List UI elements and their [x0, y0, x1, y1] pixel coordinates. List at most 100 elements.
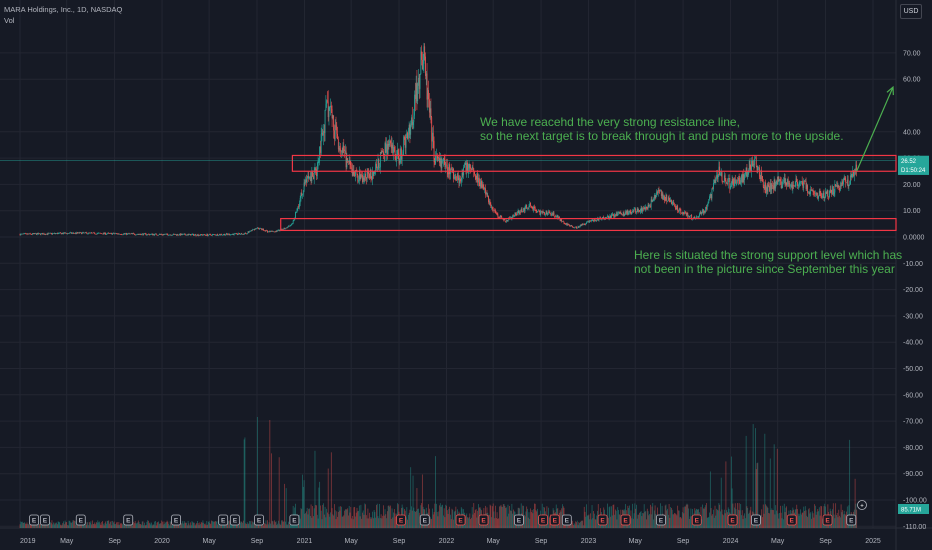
candle-body: [724, 175, 726, 181]
candle-body: [651, 199, 653, 202]
currency-button[interactable]: USD: [900, 4, 922, 19]
earnings-event-glyph: E: [541, 518, 546, 525]
candle-body: [372, 171, 373, 180]
earnings-event-icon[interactable]: [123, 514, 134, 526]
earnings-event-icon[interactable]: [786, 514, 797, 526]
candle-body: [613, 214, 615, 218]
candle-body: [515, 213, 517, 214]
volume-bar: [854, 478, 856, 528]
candle-body: [123, 233, 124, 235]
volume-bar: [176, 525, 178, 528]
earnings-event-icon[interactable]: [75, 514, 86, 526]
candle-body: [130, 233, 131, 235]
candle-body: [250, 230, 252, 232]
candle-body: [750, 169, 752, 172]
volume-bar: [121, 523, 123, 528]
earnings-event-icon[interactable]: [289, 514, 300, 526]
earnings-event-icon[interactable]: [620, 514, 631, 526]
volume-bar: [530, 512, 532, 528]
volume-bar: [280, 524, 282, 528]
candle-body: [97, 233, 99, 234]
candle-body: [83, 232, 85, 233]
candle-body: [803, 180, 805, 188]
candle-body: [856, 164, 858, 171]
volume-legend-label[interactable]: Vol: [4, 16, 15, 25]
candle-body: [104, 232, 106, 234]
volume-bar: [119, 523, 121, 528]
candle-body: [172, 233, 174, 235]
volume-bar: [667, 508, 668, 528]
candle-body: [214, 234, 215, 235]
candle-body: [474, 171, 475, 175]
earnings-event-icon[interactable]: [538, 514, 548, 526]
volume-bar: [474, 510, 476, 528]
candle-body: [327, 100, 328, 102]
symbol-title[interactable]: MARA Holdings, Inc., 1D, NASDAQ: [4, 5, 123, 14]
volume-label-box: [898, 504, 929, 514]
earnings-event-icon[interactable]: [396, 514, 406, 526]
volume-bar: [270, 453, 272, 528]
candle-body: [442, 160, 444, 162]
candle-body: [822, 192, 824, 197]
earnings-event-icon[interactable]: [656, 514, 666, 526]
earnings-event-icon[interactable]: [597, 514, 608, 526]
earnings-event-icon[interactable]: [727, 514, 738, 526]
earnings-event-icon[interactable]: [455, 514, 466, 526]
earnings-event-icon[interactable]: [218, 514, 229, 526]
candle-body: [35, 233, 36, 235]
earnings-event-icon[interactable]: [40, 514, 50, 526]
volume-bar: [665, 504, 667, 528]
earnings-event-icon[interactable]: [229, 514, 240, 526]
candle-body: [424, 46, 426, 57]
earnings-event-icon[interactable]: [846, 514, 857, 526]
candle-body: [408, 124, 410, 133]
candle-body: [677, 205, 679, 211]
volume-bar: [354, 506, 356, 528]
volume-bar: [61, 524, 63, 528]
candle-body: [281, 229, 283, 230]
candle-body: [541, 211, 543, 213]
candle-body: [271, 231, 273, 232]
candle-body: [118, 233, 120, 235]
volume-bar: [199, 522, 201, 528]
candle-body: [466, 162, 468, 172]
add-icon[interactable]: [857, 500, 867, 510]
earnings-event-icon[interactable]: [29, 514, 39, 526]
volume-bar: [112, 522, 114, 528]
candle-body: [513, 215, 515, 217]
candle-body: [364, 173, 366, 181]
candle-body: [102, 232, 104, 235]
candle-body: [171, 235, 173, 236]
volume-bar: [772, 510, 774, 528]
candle-body: [295, 211, 297, 213]
volume-bar: [278, 457, 280, 528]
candle-body: [705, 206, 707, 213]
earnings-event-icon[interactable]: [561, 514, 572, 526]
candle-body: [734, 178, 736, 183]
earnings-event-icon[interactable]: [822, 514, 833, 526]
candle-body: [446, 164, 447, 166]
earnings-event-icon[interactable]: [514, 514, 524, 526]
volume-bar: [253, 522, 254, 528]
volume-bar: [435, 456, 437, 528]
candle-body: [325, 104, 327, 111]
candle-body: [21, 233, 22, 235]
earnings-event-icon[interactable]: [254, 514, 264, 526]
earnings-event-icon[interactable]: [751, 514, 761, 526]
earnings-event-icon[interactable]: [691, 514, 702, 526]
candle-body: [341, 150, 343, 153]
earnings-event-icon[interactable]: [419, 514, 430, 526]
earnings-event-icon[interactable]: [171, 514, 182, 526]
candle-body: [592, 220, 594, 221]
candle-body: [203, 234, 205, 235]
candle-body: [225, 234, 226, 236]
earnings-event-icon[interactable]: [478, 514, 489, 526]
candle-body: [676, 205, 678, 210]
candle-body: [460, 180, 462, 182]
earnings-event-icon[interactable]: [549, 514, 560, 526]
candle-body: [304, 182, 306, 184]
volume-bar: [449, 514, 451, 528]
candle-body: [557, 215, 559, 219]
volume-bar: [281, 520, 282, 528]
